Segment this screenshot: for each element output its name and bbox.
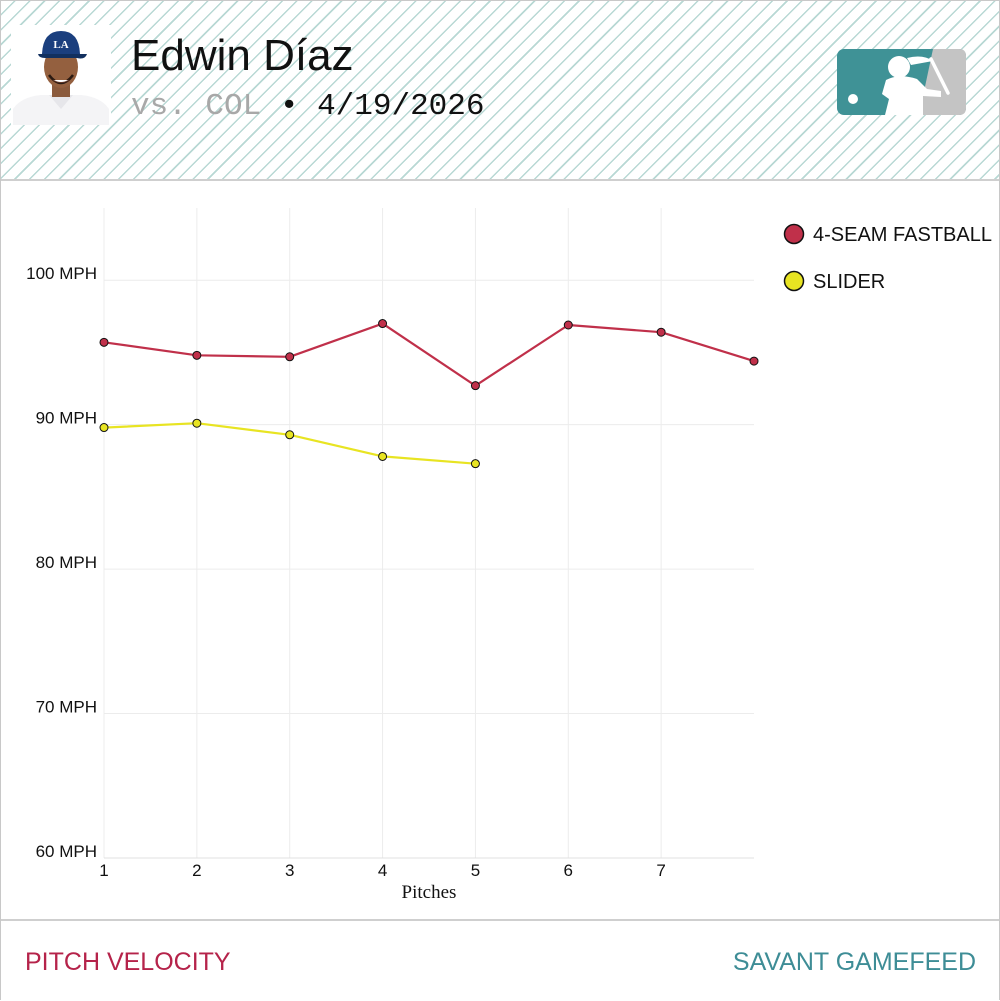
- player-headshot-icon: LA: [13, 31, 109, 125]
- x-tick-label: 2: [192, 861, 201, 880]
- data-point[interactable]: [378, 319, 388, 329]
- player-name: Edwin Díaz: [131, 31, 354, 80]
- footer-pitch-velocity-label: PITCH VELOCITY: [25, 948, 231, 976]
- grid-lines: [103, 208, 754, 859]
- y-tick-label: 70 MPH: [36, 698, 97, 717]
- data-point[interactable]: [285, 352, 295, 362]
- series-line: [103, 322, 755, 387]
- x-tick-label: 1: [99, 861, 108, 880]
- footer-bar: PITCH VELOCITY SAVANT GAMEFEED: [1, 919, 999, 1001]
- data-point[interactable]: [285, 430, 295, 440]
- y-tick-label: 90 MPH: [36, 409, 97, 428]
- game-info: vs. COL • 4/19/2026: [131, 89, 485, 124]
- series-slider: [99, 418, 480, 469]
- series-four-seam-fastball: [99, 319, 759, 391]
- legend-label: SLIDER: [813, 271, 885, 293]
- x-tick-label: 5: [471, 861, 480, 880]
- y-tick-label: 60 MPH: [36, 842, 97, 861]
- mlb-logo-icon: [837, 49, 966, 115]
- separator-bullet: •: [279, 89, 299, 124]
- legend: 4-SEAM FASTBALL SLIDER: [783, 223, 992, 293]
- legend-swatch: [783, 223, 805, 245]
- header-banner: LA Edwin Díaz vs. COL • 4/19/2026: [1, 1, 999, 181]
- player-avatar: LA: [11, 25, 111, 125]
- data-point[interactable]: [656, 327, 666, 337]
- x-tick-label: 4: [378, 861, 387, 880]
- x-axis-title: Pitches: [402, 882, 457, 903]
- data-point[interactable]: [563, 320, 573, 330]
- data-point[interactable]: [99, 337, 109, 347]
- data-point[interactable]: [749, 356, 759, 366]
- data-point[interactable]: [192, 350, 202, 360]
- legend-swatch: [783, 270, 805, 292]
- data-series: [99, 319, 759, 469]
- footer-savant-gamefeed-label: SAVANT GAMEFEED: [732, 948, 976, 976]
- x-tick-label: 3: [285, 861, 294, 880]
- y-tick-label: 80 MPH: [36, 553, 97, 572]
- y-tick-label: 100 MPH: [26, 264, 97, 283]
- x-tick-label: 6: [564, 861, 573, 880]
- data-point[interactable]: [470, 459, 480, 469]
- cap-logo-text: LA: [53, 39, 68, 51]
- x-tick-label: 7: [656, 861, 665, 880]
- game-date: 4/19/2026: [317, 89, 485, 124]
- data-point[interactable]: [470, 381, 480, 391]
- legend-label: 4-SEAM FASTBALL: [813, 224, 992, 246]
- data-point[interactable]: [192, 418, 202, 428]
- data-point[interactable]: [99, 423, 109, 433]
- data-point[interactable]: [378, 451, 388, 461]
- opponent-label: vs. COL: [131, 89, 262, 124]
